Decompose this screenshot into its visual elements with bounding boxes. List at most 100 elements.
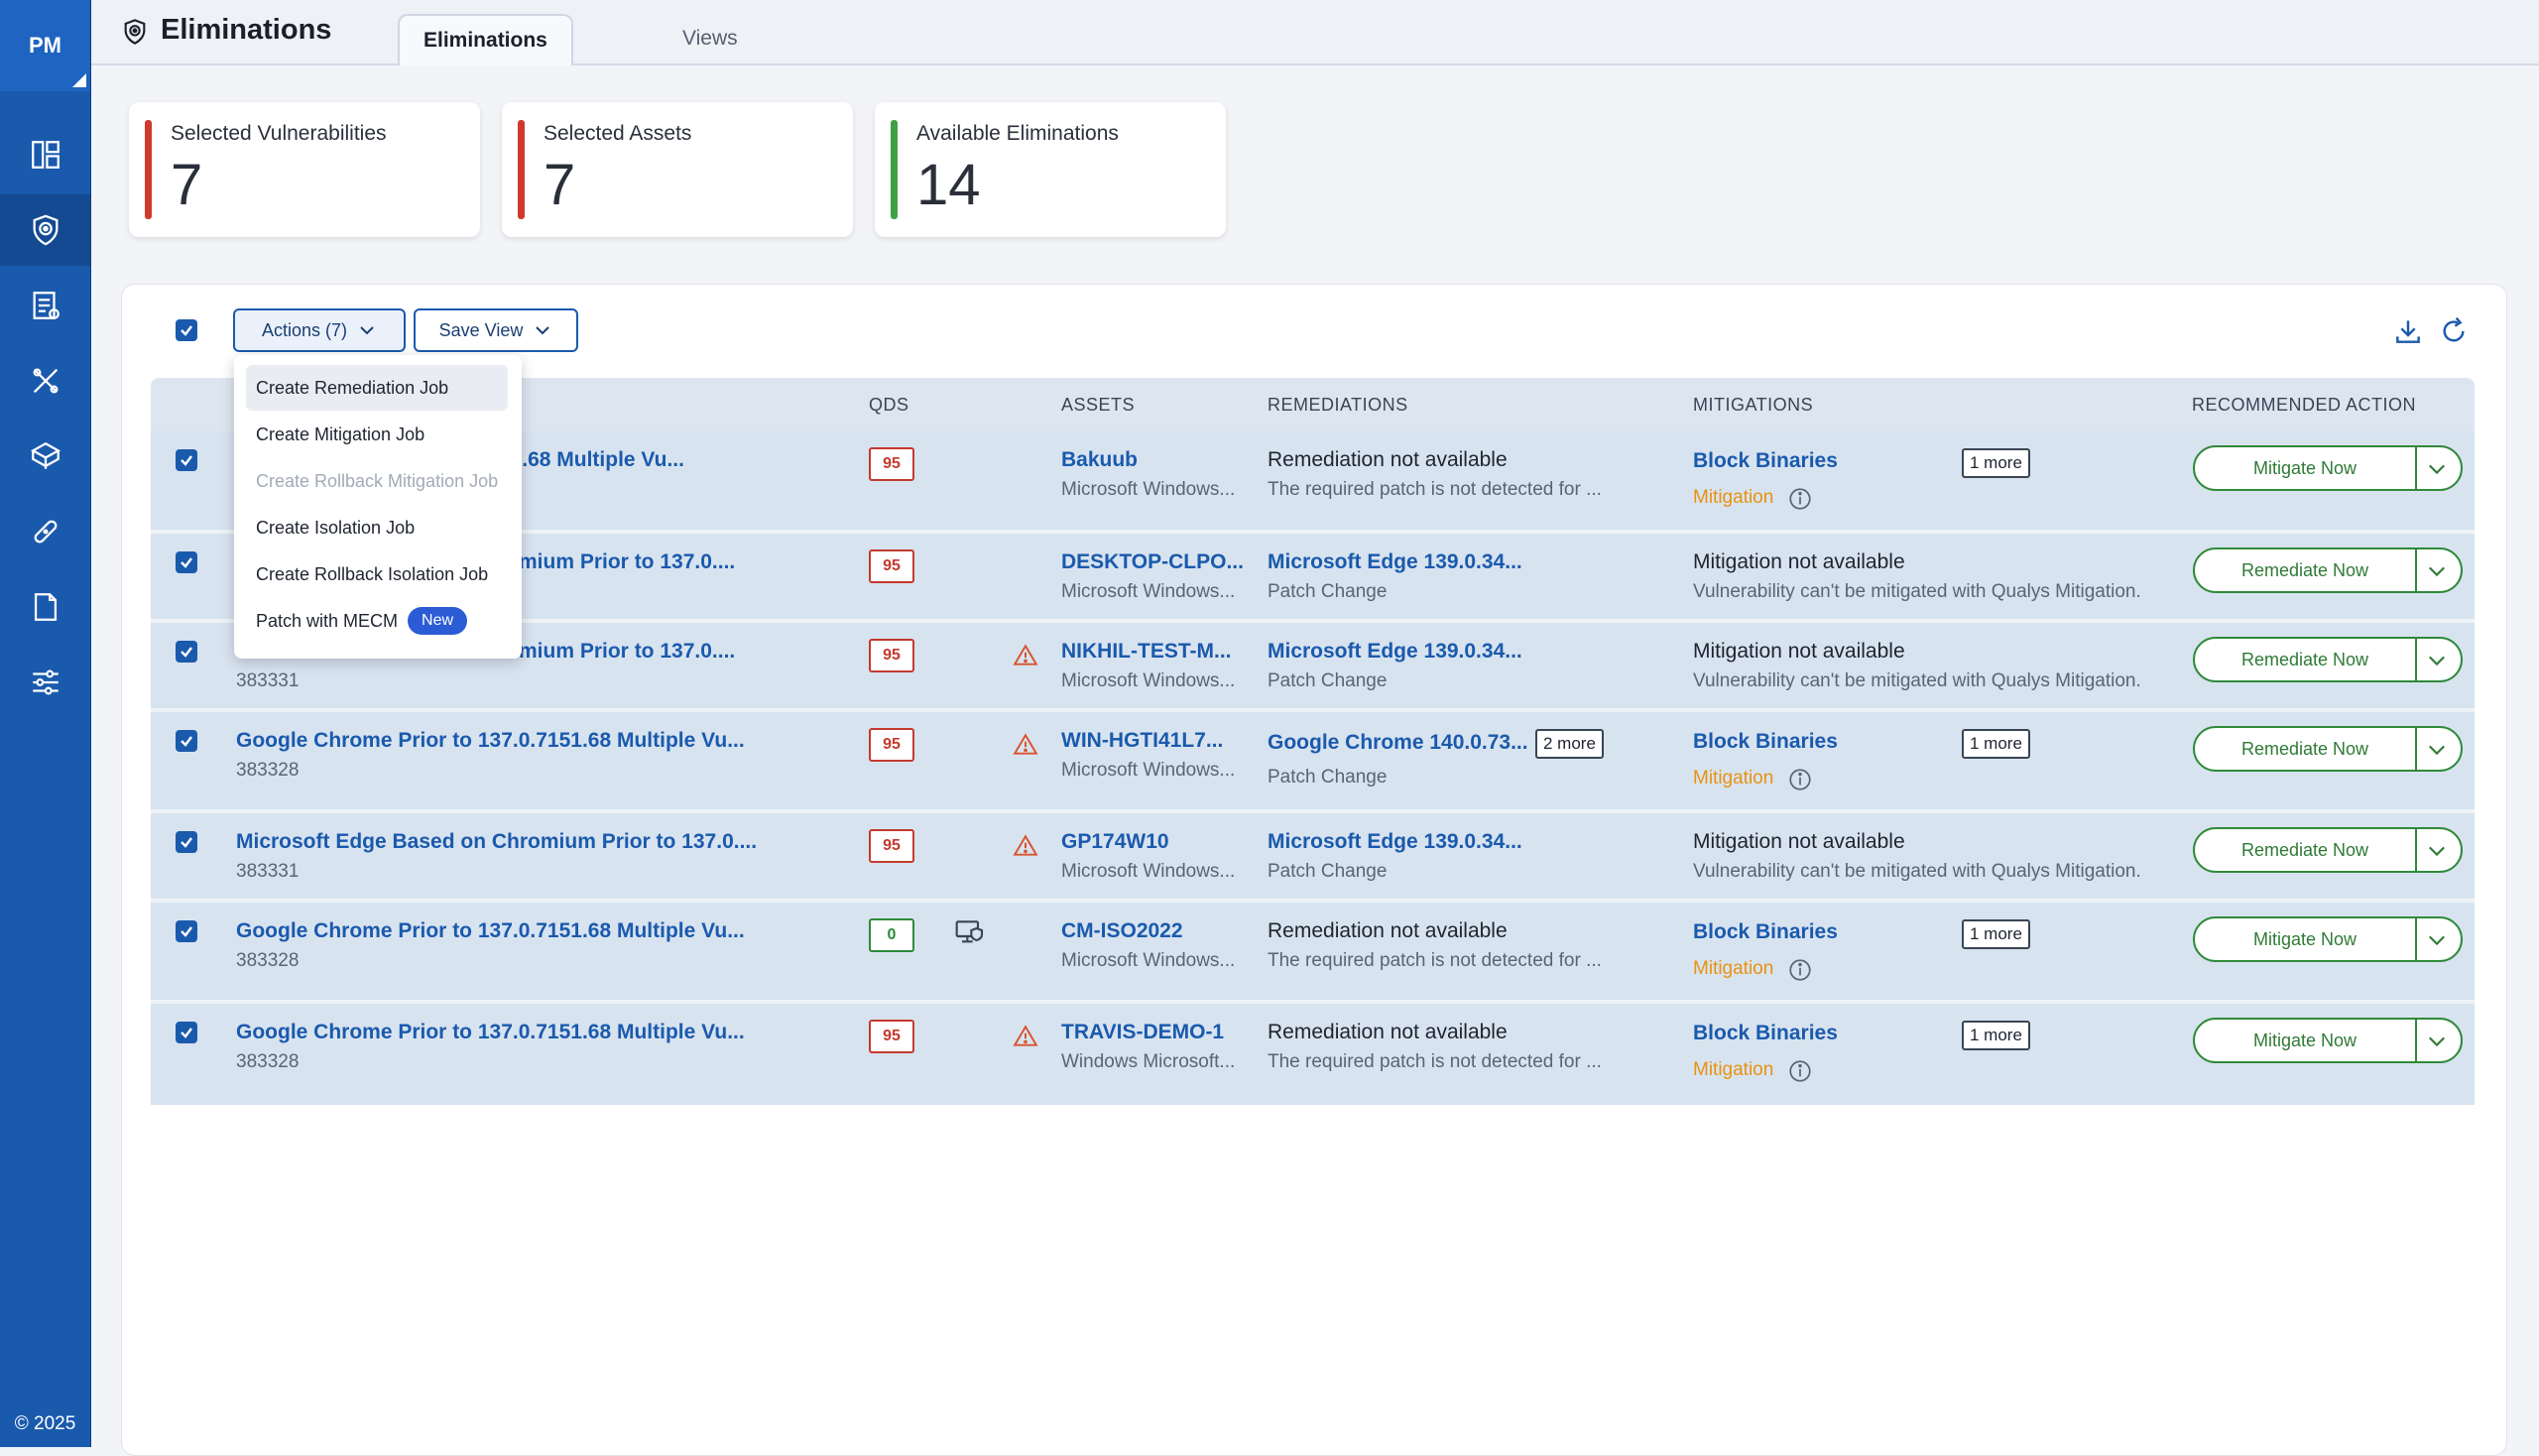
vulnerability-title[interactable]: Google Chrome Prior to 137.0.7151.68 Mul… xyxy=(236,919,745,942)
row-checkbox[interactable] xyxy=(176,449,197,471)
qds-badge: 95 xyxy=(869,728,914,762)
chevron-down-icon[interactable] xyxy=(2425,559,2449,583)
warning-icon xyxy=(1013,644,1038,666)
vulnerability-title[interactable]: romium Prior to 137.0.... xyxy=(498,640,736,663)
actions-button[interactable]: Actions (7) xyxy=(233,308,406,352)
chevron-down-icon[interactable] xyxy=(2425,928,2449,952)
asset-name[interactable]: Bakuub xyxy=(1061,448,1139,471)
column-header-assets[interactable]: ASSETS xyxy=(1061,395,1136,415)
recommended-action-button[interactable]: Remediate Now xyxy=(2193,547,2463,593)
table-row[interactable]: Google Chrome Prior to 137.0.7151.68 Mul… xyxy=(151,903,2475,1004)
table-row[interactable]: Google Chrome Prior to 137.0.7151.68 Mul… xyxy=(151,1004,2475,1105)
more-mitigations-tag[interactable]: 1 more xyxy=(1962,919,2030,949)
recommended-action-label[interactable]: Remediate Now xyxy=(2240,738,2369,759)
chevron-down-icon[interactable] xyxy=(2425,457,2449,481)
recommended-action-label[interactable]: Remediate Now xyxy=(2240,559,2369,580)
more-remediations-tag[interactable]: 2 more xyxy=(1535,729,1604,759)
recommended-action-label[interactable]: Remediate Now xyxy=(2240,839,2369,860)
table-row[interactable]: romium Prior to 137.0.... 95 DESKTOP-CLP… xyxy=(151,534,2475,623)
remediation-title: Remediation not available xyxy=(1268,919,1508,942)
save-view-button[interactable]: Save View xyxy=(414,308,578,352)
asset-name[interactable]: DESKTOP-CLPO... xyxy=(1061,550,1244,573)
chevron-down-icon[interactable] xyxy=(2425,1030,2449,1053)
tab-eliminations[interactable]: Eliminations xyxy=(398,14,573,65)
table-row[interactable]: 0.7151.68 Multiple Vu... 95 Bakuub Micro… xyxy=(151,431,2475,534)
recommended-action-button[interactable]: Mitigate Now xyxy=(2193,1018,2463,1063)
more-mitigations-tag[interactable]: 1 more xyxy=(1962,448,2030,478)
menu-item-patch-with-mecm[interactable]: Patch with MECM New xyxy=(246,598,508,644)
remediation-link[interactable]: Microsoft Edge 139.0.34... xyxy=(1268,830,1522,853)
menu-item-create-remediation-job[interactable]: Create Remediation Job xyxy=(246,365,508,411)
mitigation-link[interactable]: Block Binaries xyxy=(1693,1022,1838,1044)
nav-eliminations[interactable] xyxy=(0,194,90,266)
column-header-mitigations[interactable]: MITIGATIONS xyxy=(1693,395,1814,415)
recommended-action-label[interactable]: Mitigate Now xyxy=(2252,1030,2358,1050)
vulnerability-title[interactable]: Google Chrome Prior to 137.0.7151.68 Mul… xyxy=(236,729,745,752)
mitigation-link[interactable]: Block Binaries xyxy=(1693,920,1838,943)
nav-packages[interactable] xyxy=(0,421,90,492)
recommended-action-label[interactable]: Mitigate Now xyxy=(2252,928,2358,949)
table-row[interactable]: Microsoft Edge Based on Chromium Prior t… xyxy=(151,813,2475,903)
chevron-down-icon[interactable] xyxy=(2425,738,2449,762)
nav-tools[interactable] xyxy=(0,345,90,417)
nav-reports[interactable] xyxy=(0,270,90,341)
table-row[interactable]: romium Prior to 137.0.... 383331 95 NIKH… xyxy=(151,623,2475,712)
asset-name[interactable]: NIKHIL-TEST-M... xyxy=(1061,640,1232,663)
recommended-action-button[interactable]: Mitigate Now xyxy=(2193,445,2463,491)
column-header-recommended-action[interactable]: RECOMMENDED ACTION xyxy=(2192,395,2417,415)
remediation-link[interactable]: Google Chrome 140.0.73... xyxy=(1268,731,1528,754)
info-icon[interactable] xyxy=(1787,1058,1813,1084)
menu-item-create-mitigation-job[interactable]: Create Mitigation Job xyxy=(256,424,425,444)
download-icon[interactable] xyxy=(2392,315,2424,347)
recommended-action-label[interactable]: Remediate Now xyxy=(2240,649,2369,669)
asset-name[interactable]: GP174W10 xyxy=(1061,830,1169,853)
recommended-action-button[interactable]: Remediate Now xyxy=(2193,827,2463,873)
vulnerability-title[interactable]: Google Chrome Prior to 137.0.7151.68 Mul… xyxy=(236,1021,745,1043)
card-accent-bar xyxy=(145,120,152,219)
card-value: 7 xyxy=(544,153,576,217)
asset-name[interactable]: WIN-HGTI41L7... xyxy=(1061,729,1224,752)
nav-documents[interactable] xyxy=(0,571,90,643)
info-icon[interactable] xyxy=(1787,957,1813,983)
info-icon[interactable] xyxy=(1787,767,1813,792)
mitigation-link[interactable]: Block Binaries xyxy=(1693,449,1838,472)
recommended-action-label[interactable]: Mitigate Now xyxy=(2252,457,2358,478)
chevron-down-icon[interactable] xyxy=(2425,839,2449,863)
row-checkbox[interactable] xyxy=(176,641,197,663)
row-checkbox[interactable] xyxy=(176,551,197,573)
column-header-remediations[interactable]: REMEDIATIONS xyxy=(1268,395,1408,415)
nav-dashboard[interactable] xyxy=(0,119,90,190)
qds-badge: 0 xyxy=(869,918,914,952)
mitigation-link[interactable]: Block Binaries xyxy=(1693,730,1838,753)
menu-item-create-isolation-job[interactable]: Create Isolation Job xyxy=(256,517,416,538)
table-row[interactable]: Google Chrome Prior to 137.0.7151.68 Mul… xyxy=(151,712,2475,813)
row-checkbox[interactable] xyxy=(176,730,197,752)
more-mitigations-tag[interactable]: 1 more xyxy=(1962,1021,2030,1050)
row-checkbox[interactable] xyxy=(176,920,197,942)
mitigation-title: Mitigation not available xyxy=(1693,640,1905,663)
nav-settings[interactable] xyxy=(0,647,90,718)
more-mitigations-tag[interactable]: 1 more xyxy=(1962,729,2030,759)
tab-views[interactable]: Views xyxy=(682,27,738,50)
vulnerability-title[interactable]: romium Prior to 137.0.... xyxy=(498,550,736,573)
chevron-down-icon[interactable] xyxy=(2425,649,2449,672)
remediation-link[interactable]: Microsoft Edge 139.0.34... xyxy=(1268,640,1522,663)
recommended-action-button[interactable]: Mitigate Now xyxy=(2193,916,2463,962)
asset-name[interactable]: CM-ISO2022 xyxy=(1061,919,1183,942)
remediation-title: Remediation not available xyxy=(1268,1021,1508,1043)
vulnerability-title[interactable]: Microsoft Edge Based on Chromium Prior t… xyxy=(236,830,758,853)
row-checkbox[interactable] xyxy=(176,831,197,853)
row-checkbox[interactable] xyxy=(176,1022,197,1043)
menu-item-create-rollback-isolation-job[interactable]: Create Rollback Isolation Job xyxy=(256,563,489,584)
nav-patch[interactable] xyxy=(0,496,90,567)
select-all-checkbox[interactable] xyxy=(176,319,197,341)
recommended-action-button[interactable]: Remediate Now xyxy=(2193,726,2463,772)
column-header-qds[interactable]: QDS xyxy=(869,395,909,415)
asset-name[interactable]: TRAVIS-DEMO-1 xyxy=(1061,1021,1225,1043)
info-icon[interactable] xyxy=(1787,486,1813,512)
recommended-action-button[interactable]: Remediate Now xyxy=(2193,637,2463,682)
mitigation-title: Mitigation not available xyxy=(1693,550,1905,573)
app-logo[interactable]: PM xyxy=(0,0,90,91)
remediation-link[interactable]: Microsoft Edge 139.0.34... xyxy=(1268,550,1522,573)
refresh-icon[interactable] xyxy=(2438,315,2470,347)
